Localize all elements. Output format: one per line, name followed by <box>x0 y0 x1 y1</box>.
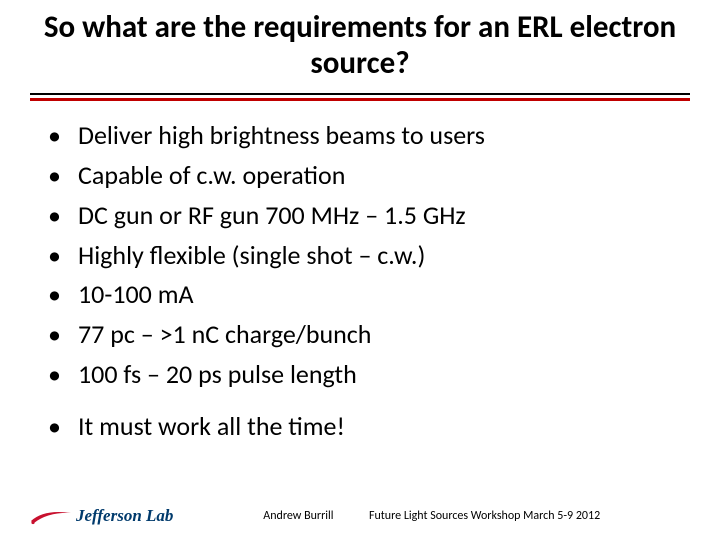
bullet-item: 10-100 mA <box>48 278 690 312</box>
logo: Jefferson Lab <box>30 506 173 526</box>
bullet-item: 100 fs – 20 ps pulse length <box>48 358 690 392</box>
bullet-list-emph: It must work all the time! <box>30 410 690 444</box>
bullet-list-main: Deliver high brightness beams to users Ca… <box>30 119 690 392</box>
footer-text: Andrew Burrill Future Light Sources Work… <box>173 509 690 523</box>
logo-text: Jefferson Lab <box>76 506 173 526</box>
bullet-item: Deliver high brightness beams to users <box>48 119 690 153</box>
footer: Jefferson Lab Andrew Burrill Future Ligh… <box>0 506 720 526</box>
bullet-item: DC gun or RF gun 700 MHz – 1.5 GHz <box>48 199 690 233</box>
bullet-item: It must work all the time! <box>48 410 690 444</box>
slide-title: So what are the requirements for an ERL … <box>30 10 690 89</box>
title-underline <box>30 93 690 101</box>
swoosh-icon <box>30 507 72 525</box>
bullet-item: 77 pc – >1 nC charge/bunch <box>48 318 690 352</box>
footer-event: Future Light Sources Workshop March 5-9 … <box>369 509 600 523</box>
rule-accent <box>30 98 690 101</box>
bullet-item: Capable of c.w. operation <box>48 159 690 193</box>
slide: So what are the requirements for an ERL … <box>0 0 720 540</box>
footer-author: Andrew Burrill <box>263 509 333 523</box>
bullet-gap <box>30 398 690 410</box>
rule-thin <box>30 93 690 95</box>
bullet-item: Highly flexible (single shot – c.w.) <box>48 239 690 273</box>
